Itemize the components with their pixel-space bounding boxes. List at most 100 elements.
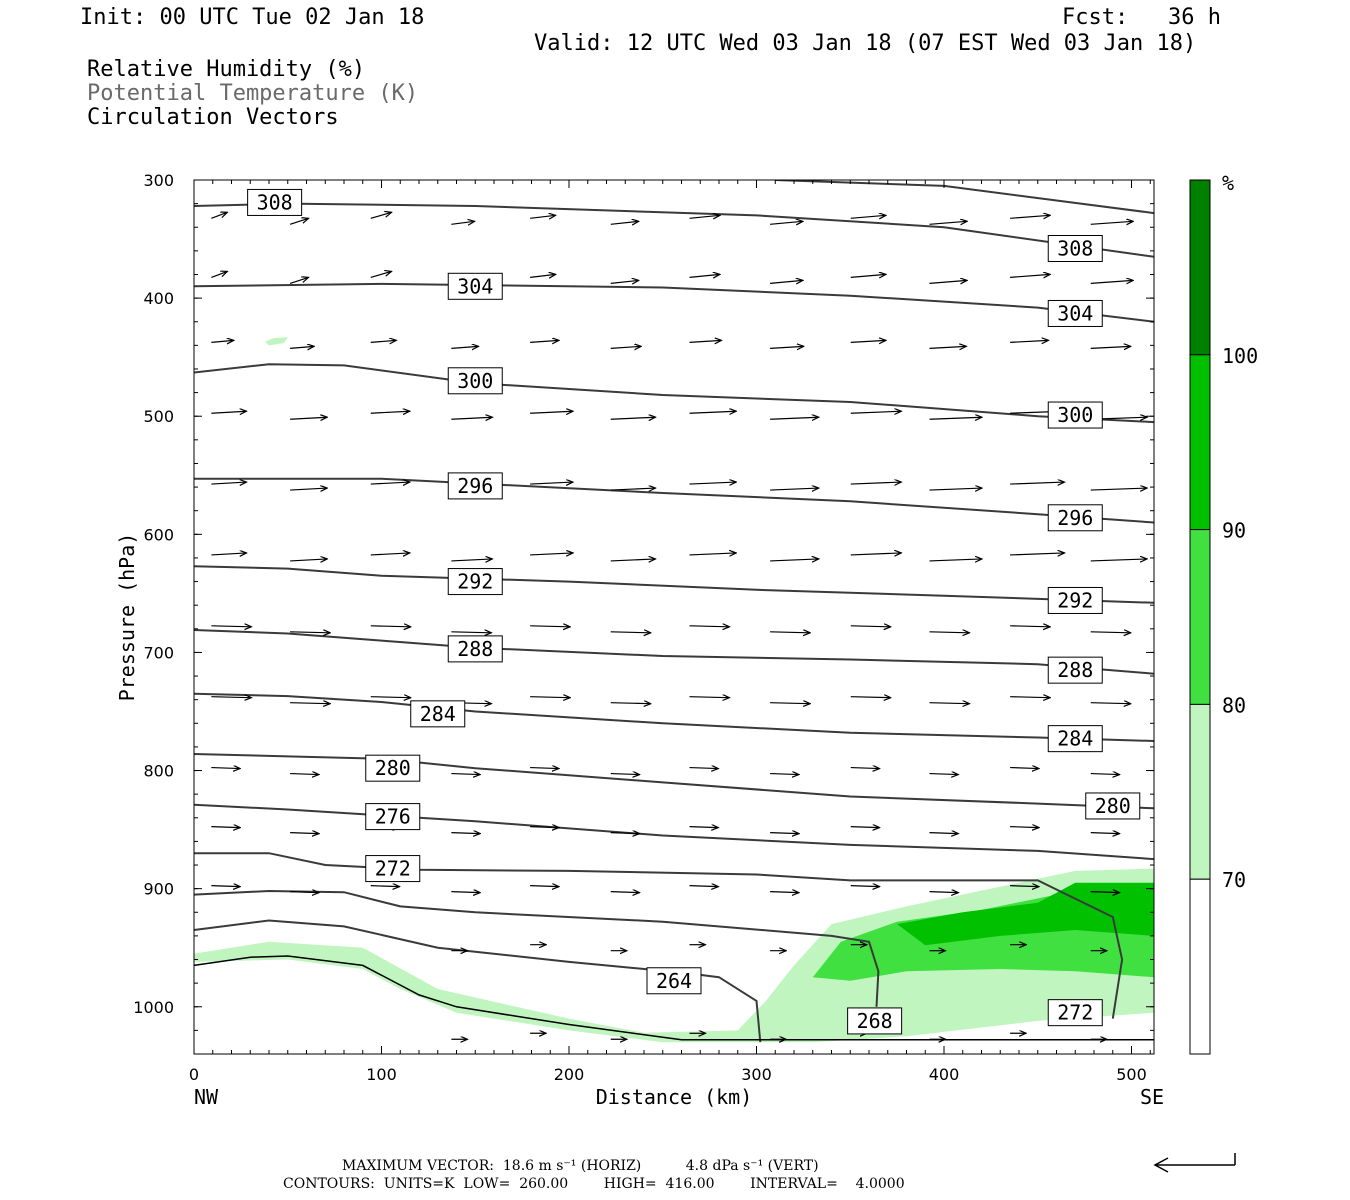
circulation-vector — [929, 221, 968, 224]
circulation-vector — [770, 346, 804, 348]
circulation-vector — [451, 346, 478, 348]
contour-label-272: 272 — [1057, 1001, 1093, 1025]
circulation-vector — [689, 482, 737, 484]
contour-label-box — [1047, 504, 1103, 532]
circulation-vector — [451, 892, 480, 893]
circulation-vector — [290, 892, 319, 893]
y-tick-label: 1000 — [133, 998, 174, 1017]
circulation-vector — [850, 482, 902, 484]
rh-90-100-region — [897, 882, 1154, 946]
circulation-vector — [290, 632, 330, 633]
rh-small-region — [265, 337, 288, 346]
circulation-vector — [1090, 833, 1120, 834]
x-end-label-nw: NW — [194, 1085, 219, 1109]
circulation-vector — [689, 768, 719, 769]
circulation-vector — [850, 215, 886, 218]
circulation-vector — [610, 280, 639, 283]
circulation-vector — [850, 768, 880, 769]
contour-label-box — [365, 754, 421, 782]
contour-label-box — [447, 568, 503, 596]
contour-label-box — [247, 188, 303, 216]
init-time: Init: 00 UTC Tue 02 Jan 18 — [80, 5, 425, 30]
circulation-vector — [451, 559, 492, 561]
x-tick-label: 0 — [189, 1065, 199, 1084]
colorbar-swatch — [1189, 354, 1211, 531]
circulation-vector — [211, 482, 246, 484]
circulation-vector — [290, 703, 330, 704]
circulation-vector — [370, 553, 410, 555]
circulation-vector — [610, 774, 640, 775]
terrain-surface-line — [193, 955, 1154, 1041]
circulation-vector — [530, 697, 570, 698]
circulation-vector — [530, 482, 573, 484]
circulation-vector — [1090, 559, 1147, 561]
circulation-vector — [1090, 892, 1120, 893]
circulation-vector — [610, 346, 641, 348]
circulation-vector — [610, 488, 656, 490]
circulation-vector — [370, 212, 392, 219]
colorbar-swatch — [1189, 703, 1211, 880]
y-tick-label: 300 — [143, 171, 174, 190]
contour-label-box — [447, 272, 503, 300]
circulation-vector — [211, 411, 246, 413]
field-relative-humidity: Relative Humidity (%) — [87, 57, 366, 82]
contour-label-292: 292 — [1057, 588, 1093, 612]
circulation-vector — [689, 274, 720, 277]
x-tick-label: 200 — [554, 1065, 585, 1084]
circulation-vector — [929, 488, 982, 490]
circulation-vector — [689, 626, 730, 627]
colorbar-level-label: 80 — [1222, 693, 1246, 717]
circulation-vector — [451, 774, 480, 775]
colorbar: 70 80 90 100% — [1189, 171, 1258, 1055]
circulation-vector — [1010, 215, 1050, 218]
max-vector-info: MAXIMUM VECTOR: 18.6 m s⁻¹ (HORIZ) 4.8 d… — [342, 1158, 819, 1174]
x-tick-label: 400 — [929, 1065, 960, 1084]
contour-label-box — [1047, 586, 1103, 614]
circulation-vector — [1090, 774, 1120, 775]
circulation-vector — [850, 411, 902, 413]
contour-label-280: 280 — [1095, 794, 1131, 818]
circulation-vector — [770, 417, 819, 419]
circulation-vector — [451, 417, 492, 419]
contour-label-box — [410, 700, 466, 728]
theta-contour-292 — [194, 565, 1154, 604]
circulation-vector — [211, 886, 240, 887]
circulation-vector — [370, 482, 410, 484]
contour-label-box — [1047, 299, 1103, 327]
circulation-vector — [530, 886, 559, 887]
contour-label-280: 280 — [375, 756, 411, 780]
circulation-vector — [929, 703, 970, 704]
field-potential-temperature: Potential Temperature (K) — [87, 81, 419, 106]
plot-frame — [193, 179, 1155, 1055]
circulation-vector — [610, 221, 639, 224]
contour-label-box — [1047, 725, 1103, 753]
circulation-vector — [211, 212, 227, 219]
circulation-vector — [451, 221, 474, 224]
circulation-vector — [850, 340, 886, 342]
contour-label-308: 308 — [257, 190, 293, 214]
circulation-vector — [1090, 703, 1131, 704]
axes: 300 400 500 600 700 800 900 1000 0 100 200 300 400 50… — [115, 171, 1164, 1109]
circulation-vector — [1010, 827, 1039, 828]
circulation-vector — [770, 221, 803, 224]
contour-label-288: 288 — [457, 637, 493, 661]
circulation-vector — [289, 218, 308, 225]
contour-info: CONTOURS: UNITS=K LOW= 260.00 HIGH= 416.… — [283, 1176, 905, 1192]
colorbar-level-label: 90 — [1222, 519, 1246, 543]
circulation-vector — [290, 346, 314, 348]
circulation-vector — [370, 886, 400, 887]
contour-label-box — [1047, 235, 1103, 263]
circulation-vector — [1090, 632, 1131, 633]
x-tick-label: 100 — [366, 1065, 397, 1084]
rh-70-80-region — [194, 868, 1154, 1043]
circulation-vector — [929, 559, 982, 561]
colorbar-swatch — [1189, 179, 1211, 356]
circulation-vector — [290, 488, 327, 490]
theta-contour-296 — [194, 477, 1154, 524]
contour-labels: 308 308 304 304 300 300 296 296 292 292 288 288 284 2… — [247, 188, 1141, 1035]
y-tick-label: 600 — [143, 525, 174, 544]
circulation-vector — [770, 703, 810, 704]
circulation-vector — [211, 271, 227, 278]
circulation-vector — [211, 827, 240, 828]
